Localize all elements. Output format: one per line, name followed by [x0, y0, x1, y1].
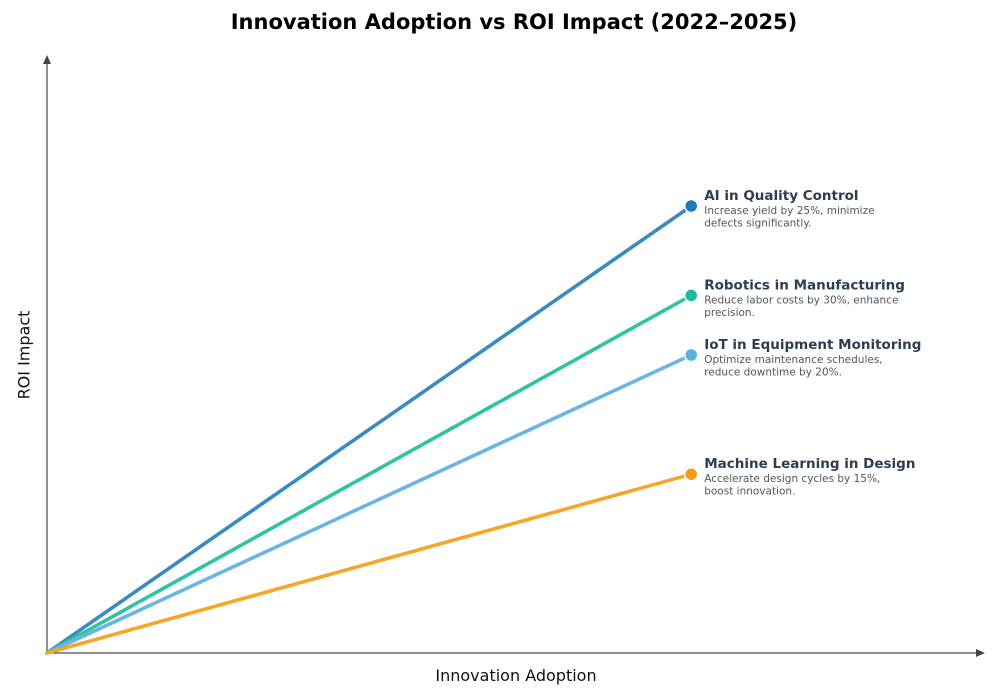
series-line — [45, 353, 694, 655]
series-end-marker — [683, 347, 699, 363]
series-label: IoT in Equipment Monitoring — [704, 337, 921, 353]
series-end-marker — [683, 288, 699, 303]
series-description: Reduce labor costs by 30%, enhance — [704, 294, 898, 306]
series-description: Optimize maintenance schedules, — [704, 354, 882, 366]
series-line — [45, 204, 694, 655]
series-description: precision. — [704, 307, 755, 319]
series-description: boost innovation. — [704, 486, 795, 498]
series-description: defects significantly. — [704, 218, 811, 230]
series-line — [45, 472, 694, 655]
x-axis-arrow — [976, 649, 985, 657]
series-label: Machine Learning in Design — [704, 456, 915, 472]
series-description: reduce downtime by 20%. — [704, 367, 842, 379]
chart-title: Innovation Adoption vs ROI Impact (2022–… — [230, 10, 798, 34]
series-line — [45, 293, 694, 655]
x-axis-label: Innovation Adoption — [435, 666, 597, 685]
series-label: Robotics in Manufacturing — [704, 277, 905, 293]
y-axis-label: ROI Impact — [14, 310, 34, 400]
series-end-marker — [683, 466, 699, 482]
series-end-marker — [683, 198, 699, 214]
series-description: Increase yield by 25%, minimize — [704, 205, 874, 217]
series-description: Accelerate design cycles by 15%, — [704, 473, 880, 485]
y-axis-arrow — [43, 55, 51, 64]
series-label: AI in Quality Control — [704, 188, 858, 204]
